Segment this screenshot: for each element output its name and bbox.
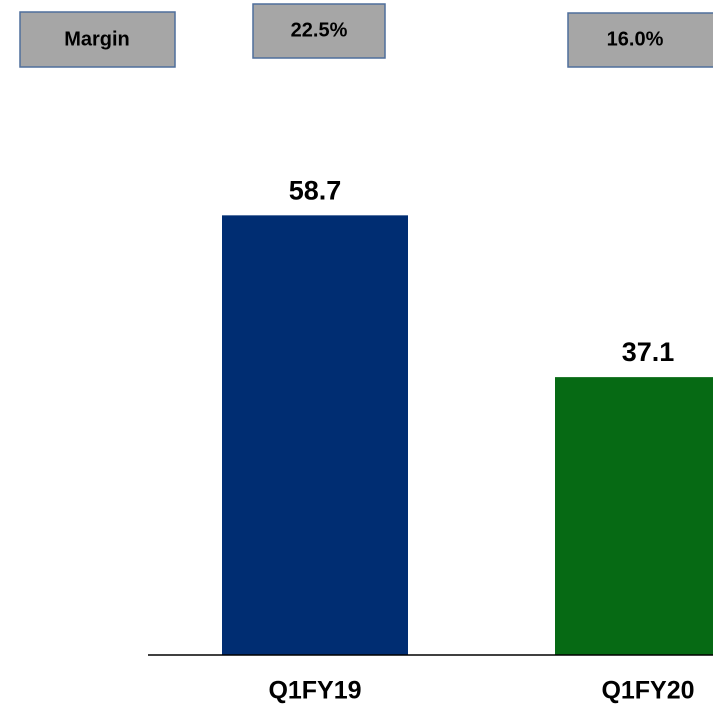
margin-label-box: Margin [19, 11, 176, 68]
x-tick-label: Q1FY20 [601, 677, 694, 705]
margin-box [19, 11, 176, 68]
bar [555, 377, 713, 655]
x-tick-label: Q1FY19 [268, 677, 361, 705]
margin-box [252, 3, 386, 59]
margin-value: 22.5% [291, 19, 348, 41]
margin-label: Margin [64, 28, 130, 50]
margin-value: 16.0% [607, 28, 664, 50]
bar [222, 215, 408, 655]
data-label: 58.7 [289, 175, 342, 205]
data-label: 37.1 [622, 337, 675, 367]
margin-box [567, 12, 713, 68]
